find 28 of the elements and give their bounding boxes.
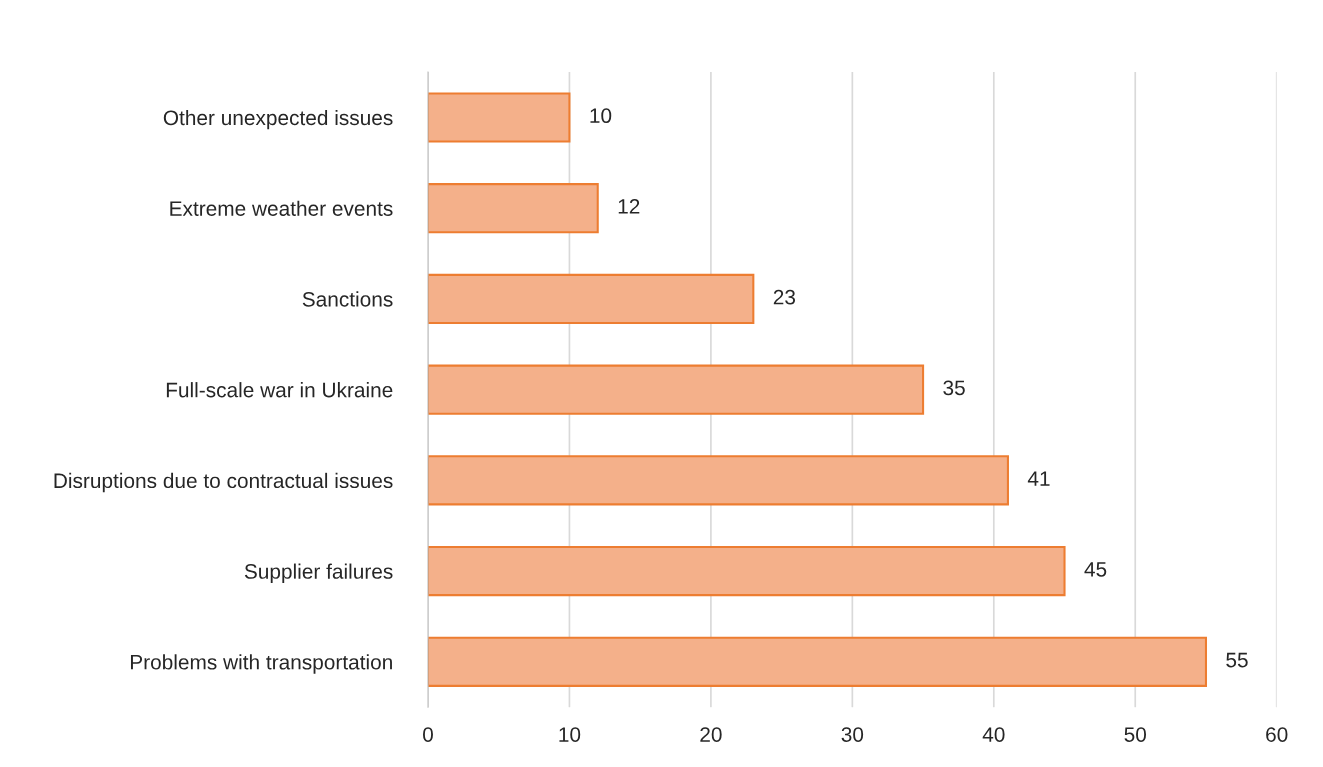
y-tick-label: Full-scale war in Ukraine [166,382,393,398]
data-label: 41 [1027,471,1050,486]
bar [427,364,925,415]
y-tick-label: Problems with transportation [130,654,392,674]
bar [427,273,755,324]
bar [427,546,1066,597]
x-tick-label: 40 [982,727,1005,742]
x-tick-label: 20 [700,727,722,742]
x-tick-label: 10 [559,727,581,742]
data-label: 12 [618,199,640,214]
y-tick-label: Other unexpected issues [163,109,393,130]
data-label: 55 [1226,652,1248,668]
data-label: 45 [1084,562,1107,577]
data-label: 23 [773,289,796,305]
bar [427,636,1208,687]
bar [427,455,1009,506]
y-tick-label: Sanctions [302,291,393,307]
x-tick-label: 30 [841,727,864,742]
y-tick-label: Extreme weather events [170,200,393,216]
y-tick-label: Disruptions due to contractual issues [54,472,393,493]
data-label: 10 [590,108,612,124]
bar [427,92,571,143]
x-tick-label: 50 [1124,727,1147,742]
x-tick-label: 0 [423,727,433,742]
x-tick-label: 60 [1266,727,1288,742]
data-label: 35 [943,380,965,396]
bar [427,183,599,234]
y-tick-label: Supplier failures [244,563,393,583]
